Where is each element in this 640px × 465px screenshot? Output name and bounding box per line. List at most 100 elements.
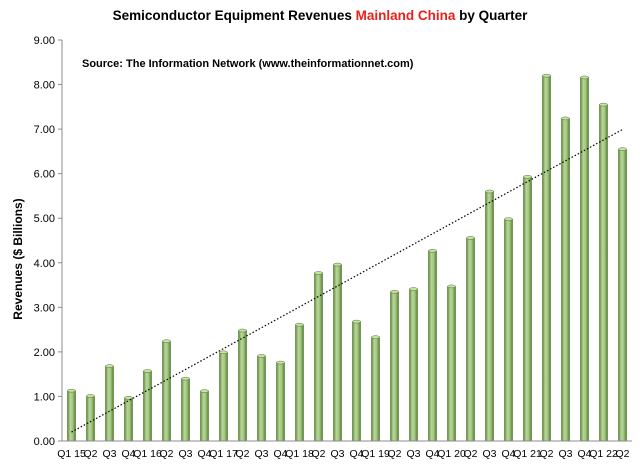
x-tick-label: Q4: [121, 448, 135, 460]
x-tick-label: Q4: [273, 448, 287, 460]
bar-cap-15: [352, 319, 361, 324]
x-tick-label: Q1 16: [133, 448, 162, 460]
bar-cap-23: [504, 217, 513, 221]
bar-14: [333, 264, 342, 442]
bar-cap-25: [542, 73, 551, 78]
x-tick-label: Q3: [178, 448, 192, 460]
bar-cap-14: [333, 262, 342, 267]
x-tick-label: Q3: [406, 448, 420, 460]
bar-19: [428, 250, 437, 442]
x-tick-label: Q3: [482, 448, 496, 460]
x-tick-label: Q4: [425, 448, 439, 460]
axes-group: 0.00 1.00 2.00 3.00 4.00 5.00 6.00 7.00 8.00 9.00…: [34, 35, 632, 460]
x-tick-label: Q2: [311, 448, 325, 460]
bar-cap-3: [124, 396, 133, 400]
y-tick-label: 0.00: [34, 436, 55, 448]
bar-29: [618, 148, 627, 442]
x-tick-label: Q1 18: [285, 448, 314, 460]
y-tick-label: 9.00: [34, 35, 55, 47]
bar-24: [523, 176, 532, 442]
bar-cap-13: [314, 271, 323, 275]
bar-9: [238, 330, 247, 442]
bar-21: [466, 237, 475, 442]
x-tick-label: Q4: [577, 448, 591, 460]
bar-3: [124, 397, 133, 442]
bar-cap-12: [295, 322, 304, 327]
bar-16: [371, 336, 380, 442]
x-tick-label: Q3: [102, 448, 116, 460]
bar-15: [352, 321, 361, 442]
x-tick-label: Q1 19: [361, 448, 390, 460]
bar-cap-24: [523, 175, 532, 179]
bar-17: [390, 291, 399, 442]
chart-title: Semiconductor Equipment Revenues Mainlan…: [113, 8, 529, 23]
x-tick-label: Q2: [235, 448, 249, 460]
x-tick-label: Q4: [501, 448, 515, 460]
y-tick-label: 2.00: [34, 347, 55, 359]
x-tick-label: Q1 17: [209, 448, 238, 460]
bar-4: [143, 370, 152, 442]
chart-title-part-0: Semiconductor Equipment Revenues: [113, 8, 356, 23]
y-tick-label: 4.00: [34, 258, 55, 270]
bar-7: [200, 390, 209, 442]
bar-0: [67, 390, 76, 442]
x-tick-label: Q1 20: [437, 448, 466, 460]
bar-cap-18: [409, 287, 418, 291]
x-tick-label: Q2: [539, 448, 553, 460]
bar-2: [105, 365, 114, 442]
bar-cap-8: [219, 350, 228, 355]
x-tick-label: Q2: [463, 448, 477, 460]
bar-6: [181, 378, 190, 442]
bar-11: [276, 362, 285, 442]
y-axis-label: Revenues ($ Billions): [11, 198, 25, 319]
bar-cap-22: [485, 189, 494, 194]
chart-title-part-2: by Quarter: [455, 8, 528, 23]
x-tick-label: Q2: [615, 448, 629, 460]
trendline-group: [71, 128, 623, 433]
bar-8: [219, 352, 228, 442]
bar-cap-17: [390, 289, 399, 294]
x-tick-label: Q2: [387, 448, 401, 460]
bars-group: [67, 73, 627, 442]
bar-cap-7: [200, 389, 209, 393]
bar-27: [580, 77, 589, 442]
bar-cap-16: [371, 335, 380, 339]
bar-cap-29: [618, 147, 627, 151]
bar-28: [599, 104, 608, 442]
y-tick-label: 6.00: [34, 169, 55, 181]
bar-cap-11: [276, 360, 285, 365]
bar-cap-6: [181, 376, 190, 381]
chart-title-part-1: Mainland China: [356, 8, 456, 23]
bar-cap-4: [143, 369, 152, 373]
bar-12: [295, 324, 304, 442]
y-tick-label: 1.00: [34, 391, 55, 403]
y-tick-label: 3.00: [34, 302, 55, 314]
bar-13: [314, 272, 323, 442]
bar-cap-21: [466, 236, 475, 240]
bar-cap-9: [238, 328, 247, 333]
bar-cap-5: [162, 339, 171, 343]
x-tick-label: Q1 15: [57, 448, 86, 460]
x-tick-label: Q1 21: [513, 448, 542, 460]
bar-cap-19: [428, 248, 437, 253]
x-tick-label: Q4: [349, 448, 363, 460]
bar-cap-10: [257, 354, 266, 358]
bar-23: [504, 218, 513, 442]
bar-26: [561, 118, 570, 442]
chart-source: Source: The Information Network (www.the…: [82, 58, 414, 70]
bar-1: [86, 395, 95, 442]
x-tick-label: Q2: [83, 448, 97, 460]
y-tick-label: 7.00: [34, 124, 55, 136]
bar-cap-1: [86, 394, 95, 398]
bar-cap-28: [599, 102, 608, 107]
bar-5: [162, 340, 171, 442]
bar-10: [257, 355, 266, 442]
x-tick-label: Q1 22: [589, 448, 618, 460]
bar-cap-27: [580, 75, 589, 80]
x-tick-label: Q2: [159, 448, 173, 460]
y-tick-label: 8.00: [34, 80, 55, 92]
y-tick-label: 5.00: [34, 213, 55, 225]
bar-cap-2: [105, 364, 114, 368]
